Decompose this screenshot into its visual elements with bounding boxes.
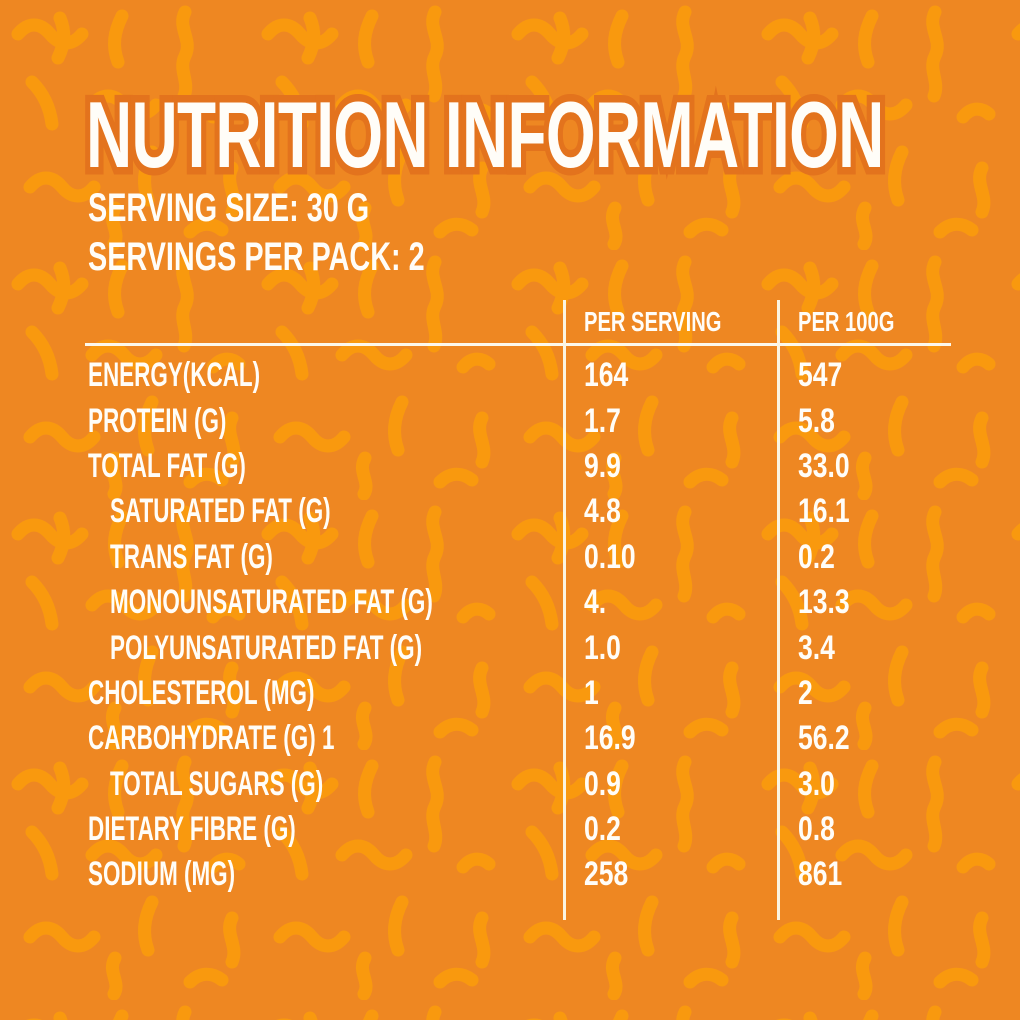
value-per-100g: 0.8	[798, 810, 835, 849]
value-per-100g: 3.4	[798, 628, 835, 667]
value-per-serving: 0.9	[584, 764, 621, 803]
value-per-serving: 164	[584, 356, 629, 395]
row-label: MONOUNSATURATED FAT (G)	[110, 583, 433, 622]
value-per-serving: 4.	[584, 583, 607, 622]
column-divider-2	[777, 300, 780, 920]
col-header-per-serving: PER SERVING	[584, 306, 722, 337]
row-label: TOTAL FAT (G)	[88, 446, 246, 485]
table-body: ENERGY(KCAL) 164 547 PROTEIN (G) 1.7 5.8…	[88, 353, 950, 898]
value-per-serving: 1.7	[584, 401, 621, 440]
row-label: SODIUM (MG)	[88, 855, 236, 894]
page-title: NUTRITION INFORMATION NUTRITION INFORMAT…	[81, 80, 1020, 189]
row-label: ENERGY(KCAL)	[88, 356, 261, 395]
value-per-100g: 56.2	[798, 719, 850, 758]
row-label: SATURATED FAT (G)	[110, 492, 331, 531]
value-per-serving: 1.0	[584, 628, 621, 667]
header-divider-line	[85, 343, 951, 346]
row-label: TRANS FAT (G)	[110, 537, 273, 576]
row-label: CHOLESTEROL (MG)	[88, 673, 315, 712]
row-label: CARBOHYDRATE (G) 1	[88, 719, 335, 758]
value-per-100g: 5.8	[798, 401, 835, 440]
row-label: TOTAL SUGARS (G)	[110, 764, 324, 803]
page-title-outline: NUTRITION INFORMATION	[81, 80, 890, 189]
col-header-per-100g: PER 100G	[798, 306, 895, 337]
value-per-100g: 0.2	[798, 537, 835, 576]
serving-size-line: SERVING SIZE: 30 G	[88, 186, 370, 230]
row-label: POLYUNSATURATED FAT (G)	[110, 628, 423, 667]
value-per-serving: 4.8	[584, 492, 621, 531]
value-per-serving: 0.2	[584, 810, 621, 849]
value-per-100g: 33.0	[798, 446, 850, 485]
value-per-100g: 2	[798, 673, 813, 712]
row-label: DIETARY FIBRE (G)	[88, 810, 296, 849]
serving-info: SERVING SIZE: 30 G SERVINGS PER PACK: 2	[88, 184, 556, 282]
value-per-serving: 1	[584, 673, 599, 712]
value-per-serving: 258	[584, 855, 629, 894]
servings-per-pack-line: SERVINGS PER PACK: 2	[88, 235, 425, 279]
value-per-serving: 16.9	[584, 719, 636, 758]
table-header: PER SERVING PER 100G	[88, 301, 950, 343]
page-title-text: NUTRITION INFORMATION	[86, 82, 884, 187]
value-per-100g: 861	[798, 855, 843, 894]
value-per-100g: 3.0	[798, 764, 835, 803]
row-label: PROTEIN (G)	[88, 401, 227, 440]
value-per-serving: 9.9	[584, 446, 621, 485]
value-per-100g: 547	[798, 356, 843, 395]
column-divider-1	[563, 300, 566, 920]
value-per-100g: 13.3	[798, 583, 850, 622]
value-per-100g: 16.1	[798, 492, 850, 531]
value-per-serving: 0.10	[584, 537, 636, 576]
